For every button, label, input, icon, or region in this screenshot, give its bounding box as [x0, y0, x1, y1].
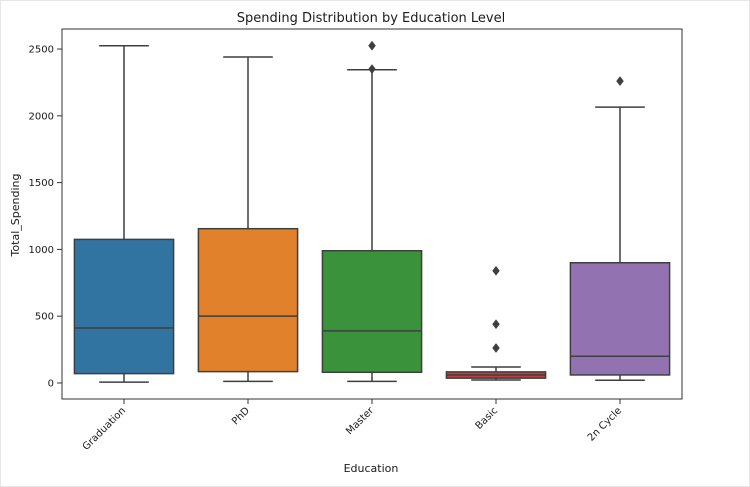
outlier-point	[492, 319, 500, 330]
box-2n-cycle	[569, 262, 671, 376]
y-tick-label: 2500	[29, 45, 54, 56]
box-phd	[197, 227, 299, 373]
outlier-point	[368, 40, 376, 51]
chart-title: Spending Distribution by Education Level	[237, 11, 505, 26]
y-tick-label: 1000	[29, 245, 54, 256]
outlier-point	[492, 265, 500, 276]
outlier-point	[492, 343, 500, 353]
box-graduation	[73, 238, 175, 375]
outlier-point	[368, 64, 376, 75]
y-tick-label: 500	[35, 312, 54, 323]
x-axis-label: Education	[344, 462, 399, 475]
y-tick-label: 0	[48, 378, 54, 389]
y-tick-label: 2000	[29, 111, 54, 122]
box-master	[321, 249, 423, 374]
axes-frame	[61, 28, 683, 400]
y-axis-label: Total_Spending	[9, 174, 22, 258]
y-tick-label: 1500	[29, 178, 54, 189]
outlier-point	[616, 76, 624, 87]
